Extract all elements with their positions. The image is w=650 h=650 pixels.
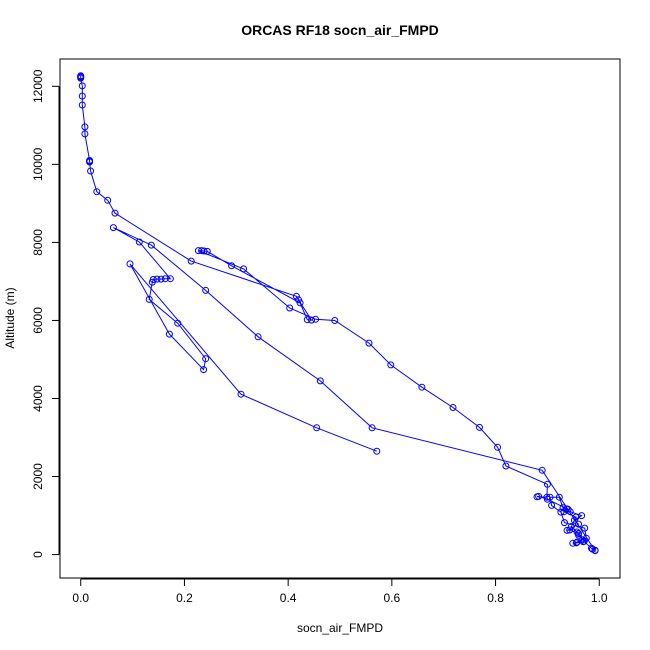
data-point bbox=[575, 520, 582, 528]
data-point bbox=[387, 361, 395, 369]
series-layer bbox=[77, 72, 599, 555]
y-tick-label: 6000 bbox=[31, 307, 45, 334]
data-point bbox=[166, 275, 174, 283]
x-tick-label: 1.0 bbox=[591, 591, 608, 605]
data-point bbox=[292, 292, 300, 300]
data-point bbox=[187, 257, 195, 265]
x-axis: 0.0 0.2 0.4 0.6 0.8 1.0 bbox=[72, 578, 608, 605]
data-point bbox=[111, 209, 119, 217]
data-point bbox=[476, 423, 483, 431]
x-tick-label: 0.8 bbox=[487, 591, 504, 605]
data-point bbox=[581, 524, 589, 532]
data-point bbox=[202, 286, 210, 294]
data-point bbox=[588, 544, 595, 552]
data-point bbox=[78, 92, 86, 100]
y-tick-label: 2000 bbox=[31, 463, 45, 490]
data-point bbox=[237, 390, 245, 398]
data-point bbox=[202, 355, 210, 363]
data-point bbox=[316, 377, 324, 385]
data-point bbox=[538, 466, 546, 474]
data-point bbox=[502, 462, 510, 470]
y-tick-label: 10000 bbox=[31, 147, 45, 181]
data-point bbox=[567, 523, 575, 530]
data-point bbox=[312, 315, 320, 323]
data-point bbox=[570, 516, 578, 524]
data-point bbox=[449, 404, 457, 411]
data-point bbox=[303, 316, 311, 324]
data-point bbox=[148, 278, 156, 286]
y-axis: 0 2000 4000 6000 8000 10000 12000 bbox=[31, 69, 60, 558]
x-tick-label: 0.0 bbox=[72, 591, 89, 605]
y-tick-label: 12000 bbox=[31, 69, 45, 103]
data-point bbox=[566, 508, 574, 516]
data-point bbox=[331, 317, 339, 324]
data-point bbox=[135, 238, 143, 246]
data-point bbox=[494, 443, 502, 451]
data-point bbox=[153, 275, 161, 283]
data-point bbox=[78, 101, 86, 109]
data-point bbox=[535, 492, 543, 500]
data-point bbox=[200, 366, 208, 374]
data-point bbox=[296, 299, 304, 307]
data-point bbox=[240, 265, 248, 273]
data-point bbox=[569, 539, 577, 547]
data-point bbox=[557, 508, 565, 516]
data-point bbox=[109, 224, 117, 232]
data-point bbox=[126, 260, 134, 268]
data-point bbox=[86, 158, 94, 166]
y-axis-label: Altitude (m) bbox=[3, 287, 17, 348]
data-point bbox=[591, 547, 599, 555]
data-point bbox=[559, 504, 567, 512]
data-point bbox=[575, 530, 582, 537]
data-point bbox=[81, 123, 89, 131]
data-point bbox=[87, 167, 95, 175]
data-point bbox=[254, 333, 262, 341]
data-point bbox=[563, 526, 571, 534]
data-point bbox=[313, 424, 321, 432]
data-point bbox=[373, 447, 381, 455]
y-tick-label: 0 bbox=[31, 551, 45, 558]
x-axis-label: socn_air_FMPD bbox=[297, 621, 383, 635]
data-point bbox=[81, 130, 89, 138]
data-point bbox=[578, 512, 586, 520]
data-point bbox=[286, 304, 294, 312]
data-point bbox=[174, 319, 182, 327]
data-point bbox=[368, 424, 376, 432]
data-point bbox=[157, 275, 165, 283]
x-tick-label: 0.4 bbox=[280, 591, 297, 605]
data-point bbox=[147, 241, 155, 249]
data-point bbox=[543, 480, 551, 488]
data-point bbox=[418, 383, 426, 391]
data-point bbox=[104, 196, 112, 204]
data-point bbox=[548, 501, 556, 509]
data-point bbox=[555, 493, 563, 501]
series-line bbox=[80, 75, 596, 553]
data-point bbox=[228, 262, 236, 270]
data-point bbox=[78, 82, 86, 90]
data-point bbox=[566, 526, 574, 534]
data-point bbox=[161, 275, 169, 283]
data-point bbox=[580, 537, 588, 545]
plot-frame bbox=[59, 58, 621, 579]
y-tick-label: 4000 bbox=[31, 385, 45, 412]
data-point bbox=[145, 295, 153, 303]
y-tick-label: 8000 bbox=[31, 229, 45, 256]
data-point bbox=[194, 247, 202, 255]
data-point bbox=[165, 330, 173, 338]
data-point bbox=[572, 539, 580, 547]
data-point bbox=[93, 188, 101, 196]
data-point bbox=[198, 247, 206, 255]
data-point bbox=[77, 74, 85, 82]
x-tick-label: 0.6 bbox=[384, 591, 401, 605]
x-tick-label: 0.2 bbox=[176, 591, 193, 605]
data-point bbox=[561, 519, 568, 527]
chart-title: ORCAS RF18 socn_air_FMPD bbox=[241, 22, 439, 38]
data-point bbox=[308, 316, 315, 324]
data-point bbox=[365, 339, 373, 347]
data-point bbox=[546, 493, 554, 501]
